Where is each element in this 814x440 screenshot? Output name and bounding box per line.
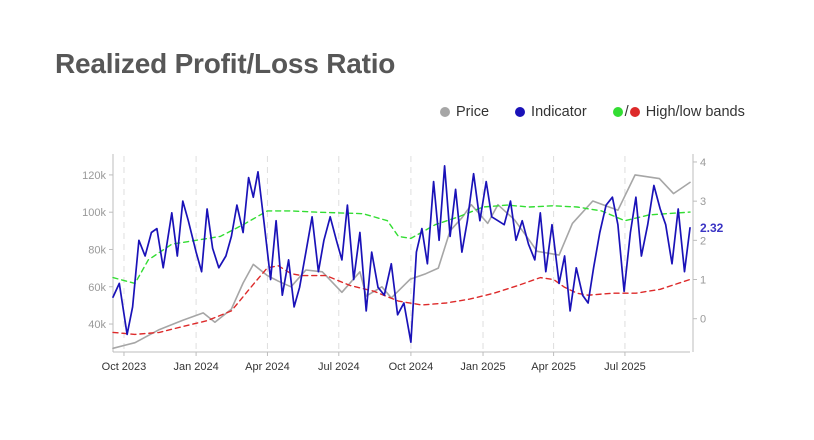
legend-item-indicator[interactable]: Indicator bbox=[515, 104, 587, 120]
legend-bands-separator: / bbox=[624, 104, 629, 120]
page-title: Realized Profit/Loss Ratio bbox=[55, 48, 396, 79]
series-line-price bbox=[112, 174, 691, 350]
legend-label-indicator: Indicator bbox=[531, 104, 587, 120]
indicator-last-value-label: 2.32 bbox=[700, 221, 724, 235]
y-left-tick-label-4: 120k bbox=[82, 170, 106, 182]
x-tick-label-7: Jul 2025 bbox=[604, 361, 646, 373]
y-right-tick-label-1: 1 bbox=[700, 275, 706, 287]
series-line-indicator bbox=[112, 165, 691, 344]
x-tick-label-5: Jan 2025 bbox=[460, 361, 505, 373]
y-left-tick-label-1: 60k bbox=[88, 282, 106, 294]
legend-item-price[interactable]: Price bbox=[440, 104, 489, 120]
y-left-tick-label-3: 100k bbox=[82, 207, 106, 219]
y-right-tick-label-3: 3 bbox=[700, 196, 706, 208]
legend-item-bands[interactable]: / High/low bands bbox=[612, 104, 745, 120]
y-right-tick-label-4: 4 bbox=[700, 157, 706, 169]
price-dot-icon bbox=[440, 107, 450, 117]
x-tick-label-2: Apr 2024 bbox=[245, 361, 290, 373]
axis-labels: Oct 2023 Jan 2024 Apr 2024 Jul 2024 Oct 2024… bbox=[82, 157, 724, 373]
legend-label-price: Price bbox=[456, 104, 490, 120]
series-lines bbox=[112, 165, 691, 350]
x-tick-label-6: Apr 2025 bbox=[531, 361, 576, 373]
y-left-tick-label-0: 40k bbox=[88, 319, 106, 331]
x-tick-label-3: Jul 2024 bbox=[318, 361, 360, 373]
legend-label-bands: High/low bands bbox=[645, 104, 745, 120]
low-band-dot-icon bbox=[629, 107, 640, 117]
high-band-dot-icon bbox=[612, 107, 623, 117]
x-tick-label-1: Jan 2024 bbox=[173, 361, 218, 373]
chart-legend: Price Indicator / High/low bands bbox=[440, 101, 745, 123]
series-line-low-band bbox=[112, 265, 691, 336]
y-left-tick-label-2: 80k bbox=[88, 244, 106, 256]
y-right-tick-label-0: 0 bbox=[700, 314, 706, 326]
series-line-high-band bbox=[112, 204, 691, 285]
x-tick-label-0: Oct 2023 bbox=[102, 361, 147, 373]
axes bbox=[109, 154, 697, 356]
y-right-tick-label-2: 2 bbox=[700, 235, 706, 247]
x-tick-label-4: Oct 2024 bbox=[389, 361, 434, 373]
indicator-dot-icon bbox=[515, 107, 526, 117]
